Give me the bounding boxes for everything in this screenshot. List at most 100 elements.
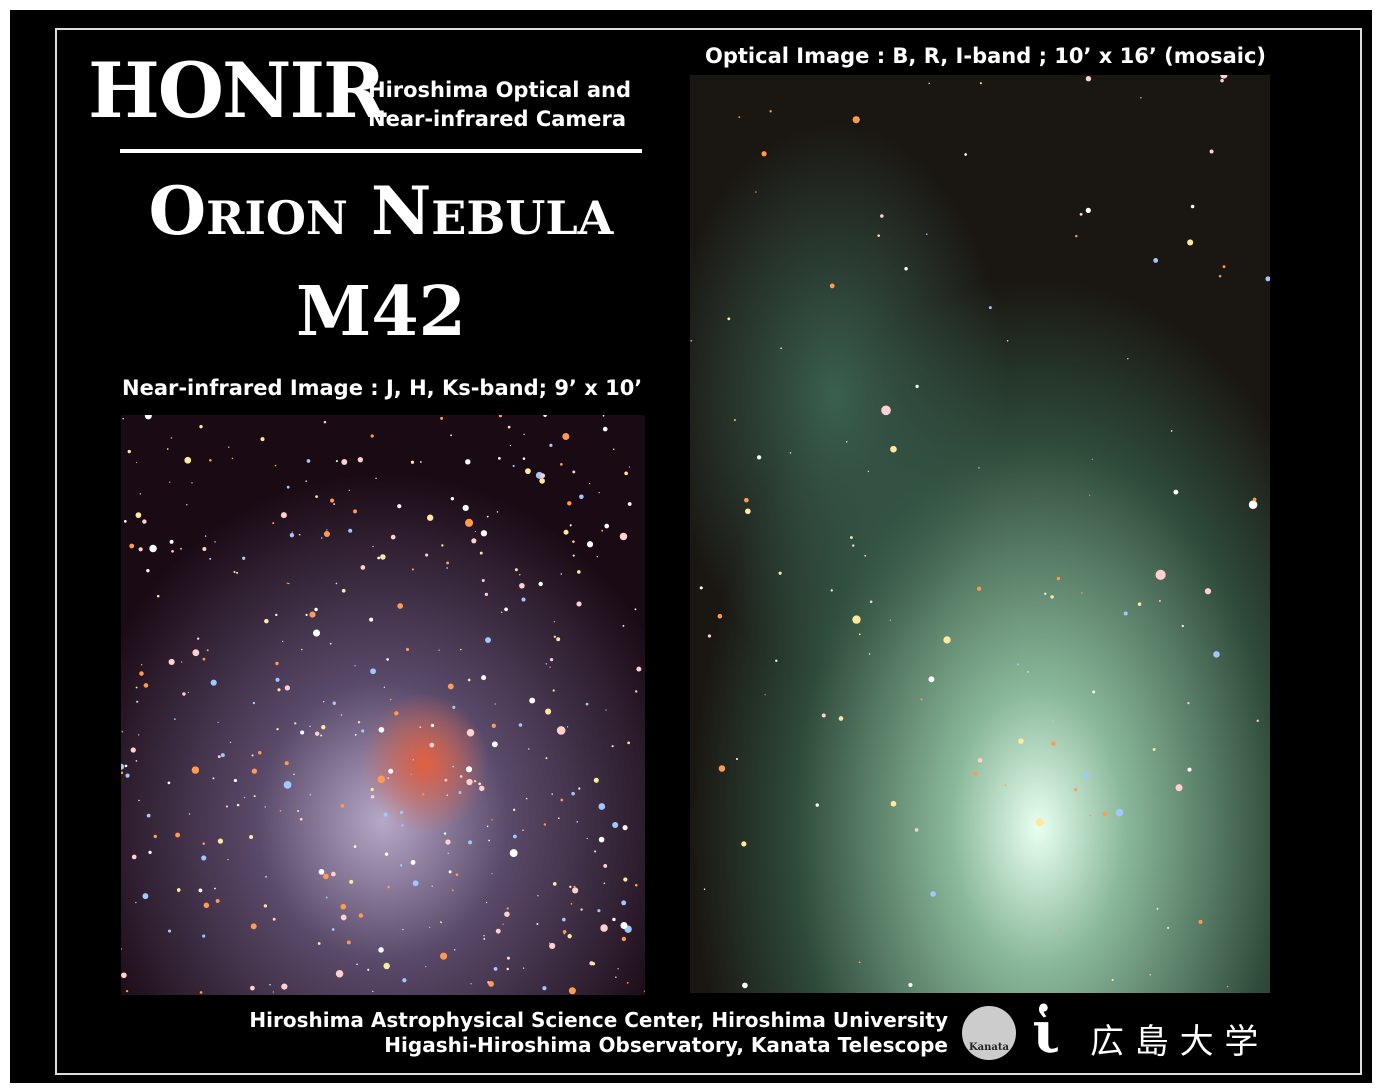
star: [537, 895, 539, 897]
star: [260, 437, 265, 442]
star: [250, 923, 257, 930]
star: [130, 747, 136, 753]
star: [868, 653, 871, 655]
star: [138, 734, 140, 736]
star: [332, 701, 336, 705]
star: [466, 778, 473, 786]
star: [545, 708, 552, 715]
poster: HONIR Hiroshima Optical and Near-infrare…: [10, 10, 1372, 1083]
star: [375, 477, 377, 480]
star: [215, 899, 220, 903]
star: [348, 528, 353, 533]
star: [580, 908, 583, 911]
star: [821, 713, 826, 718]
star: [171, 549, 174, 553]
star: [231, 457, 234, 460]
star: [370, 668, 376, 675]
near-infrared-image: [121, 415, 645, 995]
star: [572, 470, 576, 474]
star: [135, 760, 138, 762]
star: [481, 675, 487, 681]
star: [512, 464, 515, 468]
star: [429, 926, 431, 929]
kanata-badge: Kanata: [962, 1006, 1016, 1060]
star: [275, 677, 280, 682]
star: [1218, 274, 1222, 278]
star: [586, 541, 594, 548]
star: [329, 642, 332, 645]
university: 広 島 大 学: [1090, 1022, 1259, 1062]
star: [217, 721, 219, 723]
star: [619, 532, 628, 541]
univ-mark: ἱ: [1032, 998, 1061, 1066]
star: [297, 810, 300, 813]
star: [504, 911, 510, 917]
star: [465, 459, 471, 465]
star: [149, 544, 157, 553]
star: [622, 624, 625, 627]
star: [573, 885, 576, 888]
star: [604, 523, 610, 529]
star: [314, 607, 318, 612]
star: [341, 588, 346, 593]
star: [445, 839, 451, 845]
star: [142, 893, 149, 900]
star: [593, 777, 599, 783]
star: [121, 771, 124, 775]
star: [741, 841, 747, 847]
star: [498, 456, 501, 460]
star: [136, 700, 139, 703]
star: [325, 896, 328, 899]
star: [545, 757, 548, 760]
star: [227, 859, 229, 861]
star: [166, 448, 169, 450]
star: [904, 266, 908, 271]
star: [1190, 204, 1195, 209]
star: [380, 554, 386, 560]
star: [1166, 926, 1170, 930]
star: [852, 615, 861, 624]
star: [504, 607, 508, 612]
star: [485, 637, 491, 644]
star: [621, 900, 627, 906]
star: [1004, 784, 1007, 786]
star: [387, 777, 390, 780]
star: [529, 697, 536, 704]
star: [401, 824, 404, 827]
star: [250, 985, 255, 991]
star: [733, 419, 736, 421]
star: [576, 601, 582, 607]
star: [1248, 500, 1258, 509]
star: [467, 678, 471, 682]
star: [525, 797, 528, 800]
star: [286, 582, 289, 584]
star: [745, 508, 751, 515]
star: [447, 683, 454, 690]
star: [446, 561, 450, 565]
star: [864, 554, 867, 557]
star: [858, 961, 861, 964]
star: [568, 987, 576, 995]
star: [282, 640, 284, 642]
star: [563, 933, 565, 935]
star: [1155, 569, 1166, 580]
star: [522, 457, 526, 460]
star: [596, 555, 598, 558]
star: [1226, 985, 1229, 988]
star: [370, 434, 374, 438]
star: [1204, 588, 1212, 595]
star: [299, 817, 303, 821]
star: [323, 530, 330, 538]
star: [506, 956, 510, 960]
star: [988, 306, 992, 310]
star: [930, 891, 936, 897]
star: [426, 514, 434, 521]
star: [340, 903, 347, 910]
star: [410, 859, 416, 865]
star: [451, 889, 454, 892]
star: [335, 969, 344, 978]
star: [1018, 738, 1024, 744]
star: [979, 82, 982, 85]
star: [1209, 149, 1214, 154]
star: [209, 557, 212, 560]
